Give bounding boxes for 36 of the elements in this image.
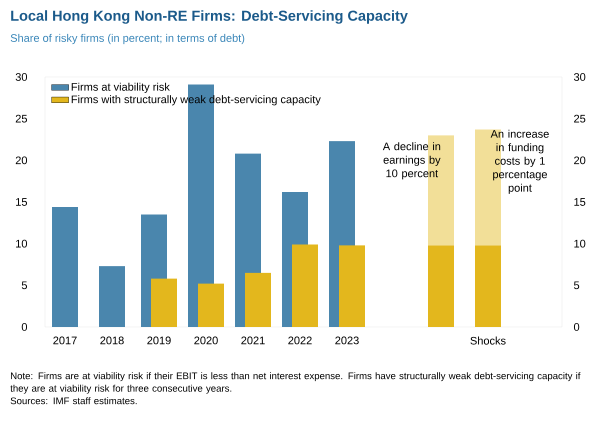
x-tick-label: 2022 [288, 336, 312, 344]
x-tick-label: 2018 [100, 336, 124, 344]
bar [52, 206, 78, 327]
bar [428, 245, 454, 327]
chart-title: Local Hong Kong Non-RE Firms: Debt-Servicing Capacity [11, 10, 408, 24]
y-tick-label: 20 [16, 156, 28, 164]
bar [198, 284, 224, 327]
y2-tick-label: 30 [574, 73, 586, 81]
annotation: A decline in earnings by 10 percent [382, 142, 441, 180]
y2-tick-label: 20 [574, 156, 586, 164]
chart-subtitle: Share of risky firms (in percent; in terms of debt) [10, 34, 244, 44]
annotation: An increase in funding costs by 1 percentage point [490, 130, 549, 194]
x-tick-label: 2021 [241, 336, 265, 344]
x-tick-label: Shocks [470, 336, 506, 345]
y2-tick-label: 0 [574, 323, 580, 331]
y-tick-label: 30 [16, 73, 28, 81]
y2-tick-label: 15 [574, 198, 586, 206]
bar [151, 278, 178, 327]
y-tick-label: 0 [22, 323, 28, 331]
source-note: Sources: IMF staff estimates. [10, 397, 137, 404]
y2-tick-label: 10 [574, 240, 586, 248]
y-tick-label: 5 [22, 281, 28, 290]
y-tick-label: 25 [16, 114, 27, 123]
x-tick-label: 2020 [194, 336, 218, 344]
y-tick-label: 15 [16, 198, 27, 206]
text: Note: Firms are at viability risk if their EBIT is less than net interest expense. Firms have structurally weak debt-servicing capacity if they are at viability risk for three consecutive years. [10, 372, 580, 394]
legend-label: Firms at viability risk [72, 82, 170, 93]
x-tick-label: 2017 [53, 336, 77, 344]
y-tick-label: 10 [16, 240, 28, 248]
bar [245, 272, 271, 327]
y2-tick-label: 5 [574, 281, 580, 290]
bar [475, 245, 501, 327]
x-tick-label: 2019 [147, 336, 171, 344]
y2-tick-label: 25 [574, 114, 586, 123]
bar [99, 266, 126, 327]
x-tick-label: 2023 [335, 336, 359, 344]
